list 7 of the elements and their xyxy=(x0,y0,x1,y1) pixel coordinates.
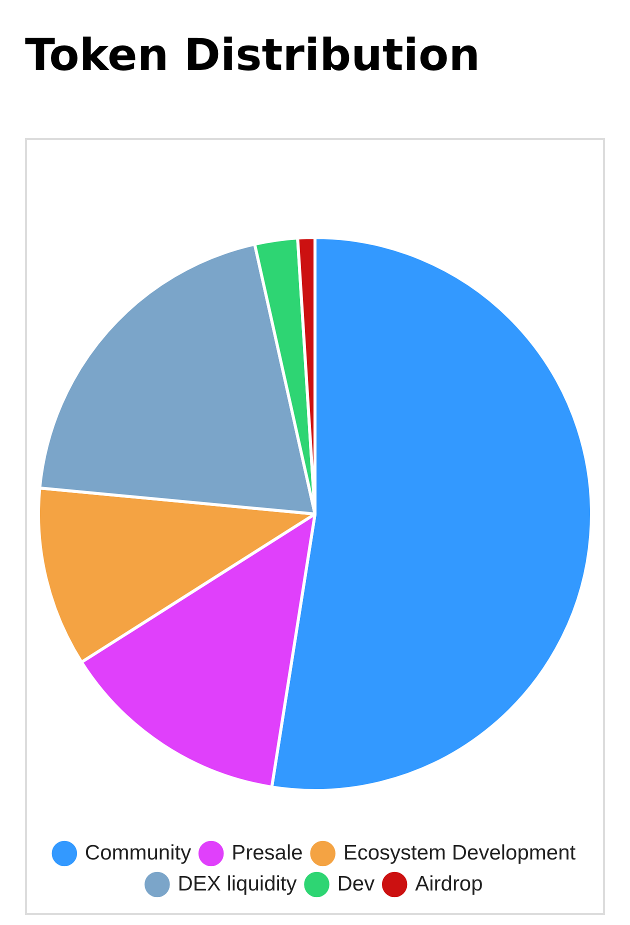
legend-label: Presale xyxy=(232,841,303,864)
legend-label: Dev xyxy=(337,872,376,896)
legend-label: DEX liquidity xyxy=(178,872,298,896)
legend-label: Community xyxy=(84,841,192,864)
legend-label: Ecosystem Development xyxy=(343,841,576,864)
legend-label: Airdrop xyxy=(415,872,483,896)
chart-title: Token Distribution xyxy=(25,30,480,81)
